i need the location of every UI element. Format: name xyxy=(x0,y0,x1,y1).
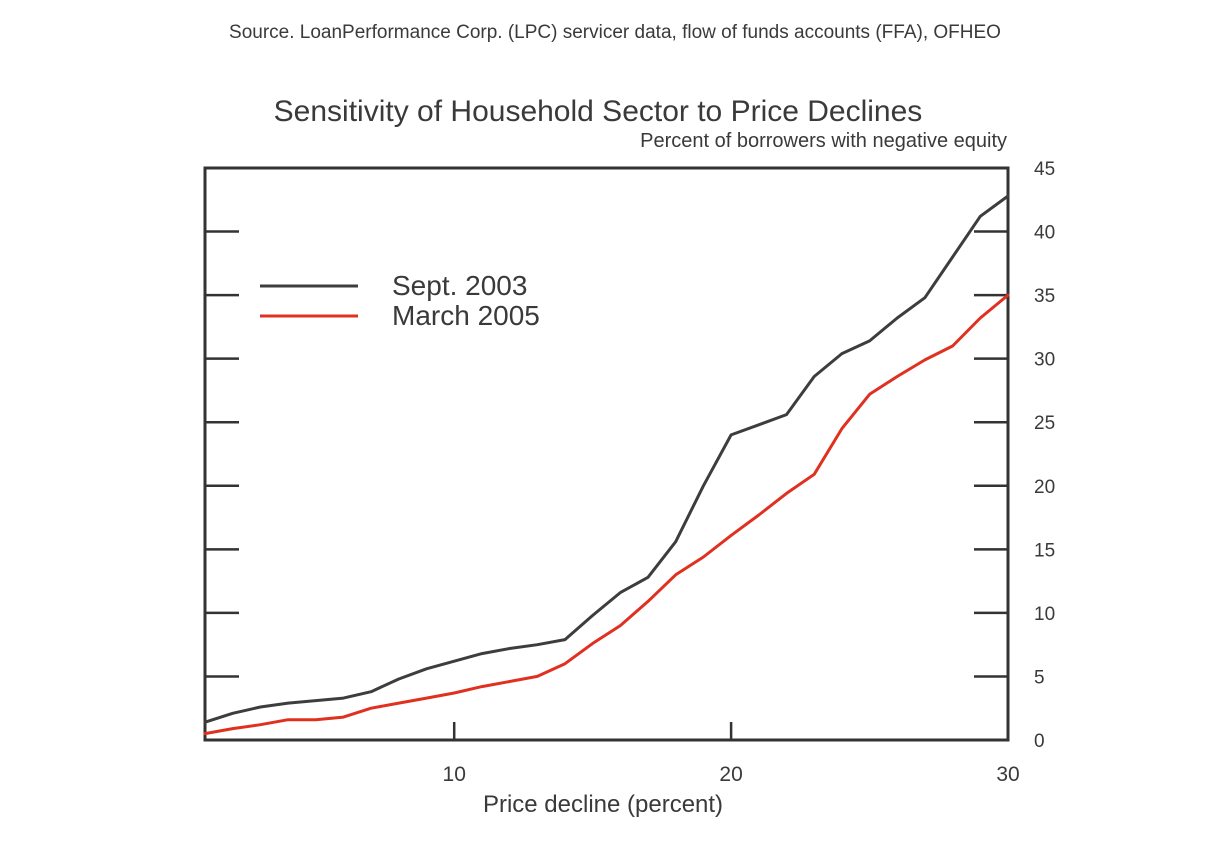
series-line-1 xyxy=(203,293,1010,736)
chart-title: Sensitivity of Household Sector to Price… xyxy=(274,95,923,128)
legend-label: Sept. 2003 xyxy=(392,270,527,301)
plot-frame xyxy=(203,166,1010,742)
y-tick-label: 5 xyxy=(1034,667,1045,688)
axis-ticks: 0 5 10 15 20 25 30 35 40 45 10 20 30 xyxy=(205,159,1055,786)
y-tick-label: 40 xyxy=(1034,223,1055,244)
legend-label: March 2005 xyxy=(392,300,540,331)
x-tick-label: 20 xyxy=(719,763,742,786)
y-tick-label: 30 xyxy=(1034,350,1055,371)
chart-subtitle: Percent of borrowers with negative equit… xyxy=(640,130,1007,152)
source-note: Source. LoanPerformance Corp. (LPC) serv… xyxy=(229,22,1001,43)
y-tick-label: 15 xyxy=(1034,540,1055,561)
series-lines xyxy=(203,194,1010,736)
series-line-0 xyxy=(203,194,1010,724)
y-tick-label: 35 xyxy=(1034,286,1055,307)
y-tick-label: 25 xyxy=(1034,413,1055,434)
x-tick-label: 10 xyxy=(443,763,466,786)
y-tick-label: 10 xyxy=(1034,604,1055,625)
y-tick-label: 20 xyxy=(1034,477,1055,498)
x-tick-label: 30 xyxy=(996,763,1019,786)
y-tick-label: 45 xyxy=(1034,159,1055,180)
y-tick-label: 0 xyxy=(1034,731,1045,752)
x-axis-label: Price decline (percent) xyxy=(483,791,723,818)
